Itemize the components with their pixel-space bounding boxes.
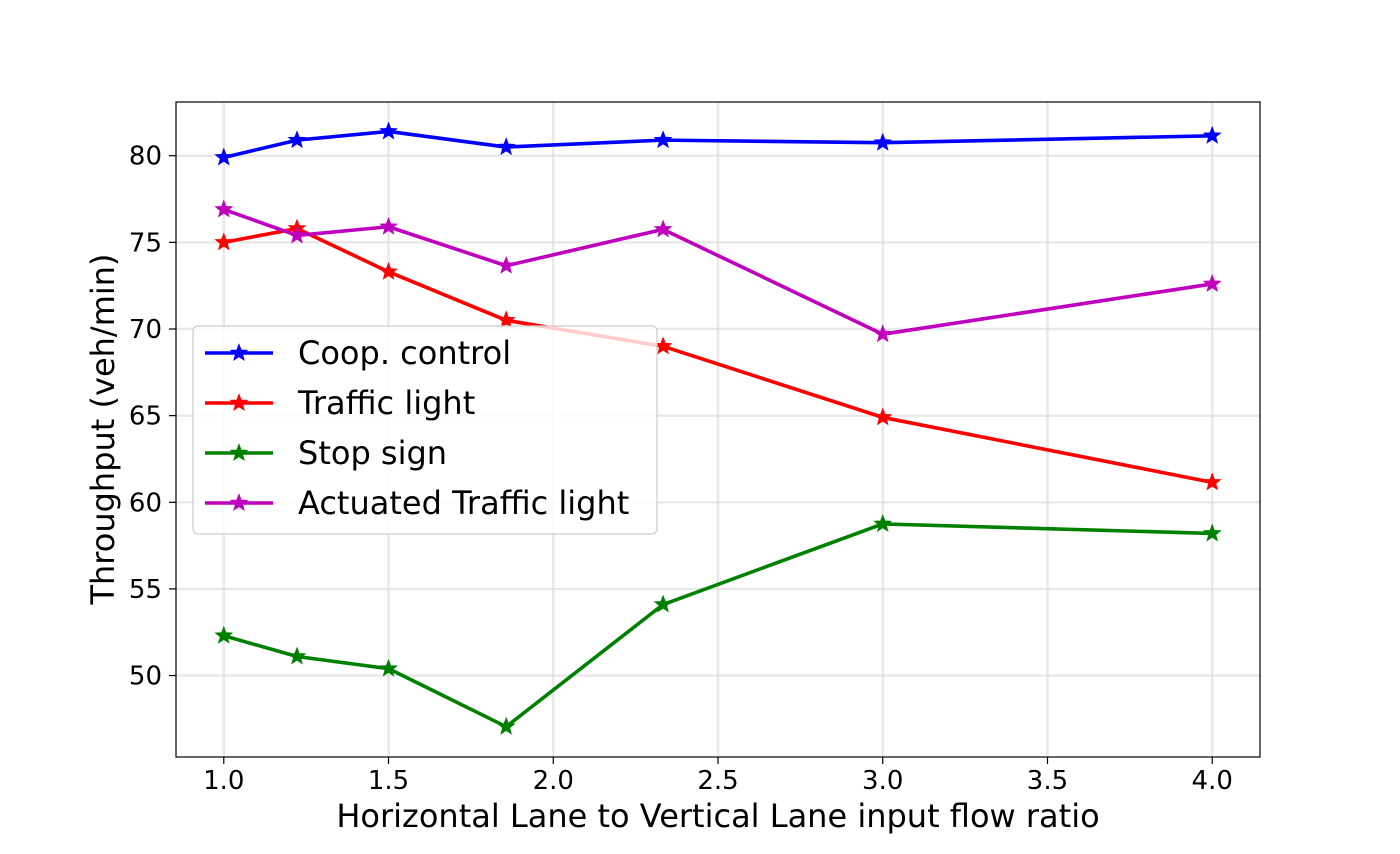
y-tick-label: 70 bbox=[129, 315, 162, 345]
legend-item: Stop sign bbox=[205, 434, 447, 472]
data-point-marker bbox=[1202, 523, 1222, 542]
data-point-marker bbox=[214, 232, 234, 251]
data-point-marker bbox=[873, 132, 893, 151]
x-tick-label: 3.0 bbox=[862, 766, 903, 796]
data-point-marker bbox=[379, 121, 398, 140]
y-tick-label: 60 bbox=[129, 488, 162, 518]
data-point-marker bbox=[379, 216, 398, 235]
legend-item: Coop. control bbox=[205, 334, 511, 372]
legend-label: Traffic light bbox=[297, 384, 475, 422]
axis-ticks: 1.0 1.5 2.0 2.5 3.0 3.5 4.0 50 55 60 65 70 75 80 bbox=[129, 142, 1233, 796]
data-point-marker bbox=[214, 199, 234, 218]
x-axis-label: Horizontal Lane to Vertical Lane input f… bbox=[336, 797, 1099, 835]
data-point-marker bbox=[287, 130, 307, 149]
data-point-marker bbox=[496, 310, 516, 329]
y-tick-label: 50 bbox=[129, 662, 162, 692]
y-axis-label: Throughput (veh/min) bbox=[84, 253, 122, 605]
legend-label: Coop. control bbox=[298, 334, 511, 372]
series-stop-sign bbox=[214, 514, 1222, 735]
data-point-marker bbox=[873, 407, 893, 426]
data-point-marker bbox=[1202, 125, 1222, 144]
data-point-marker bbox=[496, 716, 516, 735]
data-point-marker bbox=[496, 255, 516, 274]
data-point-marker bbox=[873, 514, 893, 532]
series-lines bbox=[214, 121, 1222, 735]
data-point-marker bbox=[379, 261, 398, 280]
data-point-marker bbox=[287, 646, 307, 665]
series-coop-control bbox=[214, 121, 1222, 166]
legend-label: Stop sign bbox=[298, 434, 447, 472]
data-point-marker bbox=[653, 219, 673, 238]
y-tick-label: 65 bbox=[129, 402, 162, 432]
legend-star-icon bbox=[229, 393, 249, 412]
data-point-marker bbox=[653, 594, 673, 613]
legend-item: Traffic light bbox=[205, 384, 475, 422]
data-point-marker bbox=[379, 658, 398, 677]
data-point-marker bbox=[496, 137, 516, 156]
legend-star-icon bbox=[229, 343, 249, 362]
legend-star-icon bbox=[229, 493, 249, 512]
data-point-marker bbox=[1202, 472, 1222, 491]
legend: Coop. control Traffic light Stop sign Actua… bbox=[192, 325, 658, 535]
y-tick-label: 55 bbox=[129, 575, 162, 605]
x-tick-label: 2.0 bbox=[533, 766, 574, 796]
y-tick-label: 75 bbox=[129, 228, 162, 258]
x-tick-label: 4.0 bbox=[1192, 766, 1233, 796]
data-point-marker bbox=[214, 147, 234, 166]
data-point-marker bbox=[653, 130, 673, 149]
series-actuated-traffic-light bbox=[214, 199, 1222, 343]
x-tick-label: 3.5 bbox=[1027, 766, 1068, 796]
data-point-marker bbox=[1202, 274, 1222, 292]
x-tick-label: 1.0 bbox=[203, 766, 244, 796]
legend-item: Actuated Traffic light bbox=[205, 484, 629, 522]
legend-label: Actuated Traffic light bbox=[298, 484, 629, 522]
x-tick-label: 2.5 bbox=[697, 766, 738, 796]
legend-star-icon bbox=[229, 443, 249, 462]
y-tick-label: 80 bbox=[129, 142, 162, 172]
data-point-marker bbox=[214, 625, 234, 644]
x-tick-label: 1.5 bbox=[368, 766, 409, 796]
legend-box bbox=[192, 325, 658, 535]
data-point-marker bbox=[873, 324, 893, 343]
data-point-marker bbox=[287, 225, 307, 244]
